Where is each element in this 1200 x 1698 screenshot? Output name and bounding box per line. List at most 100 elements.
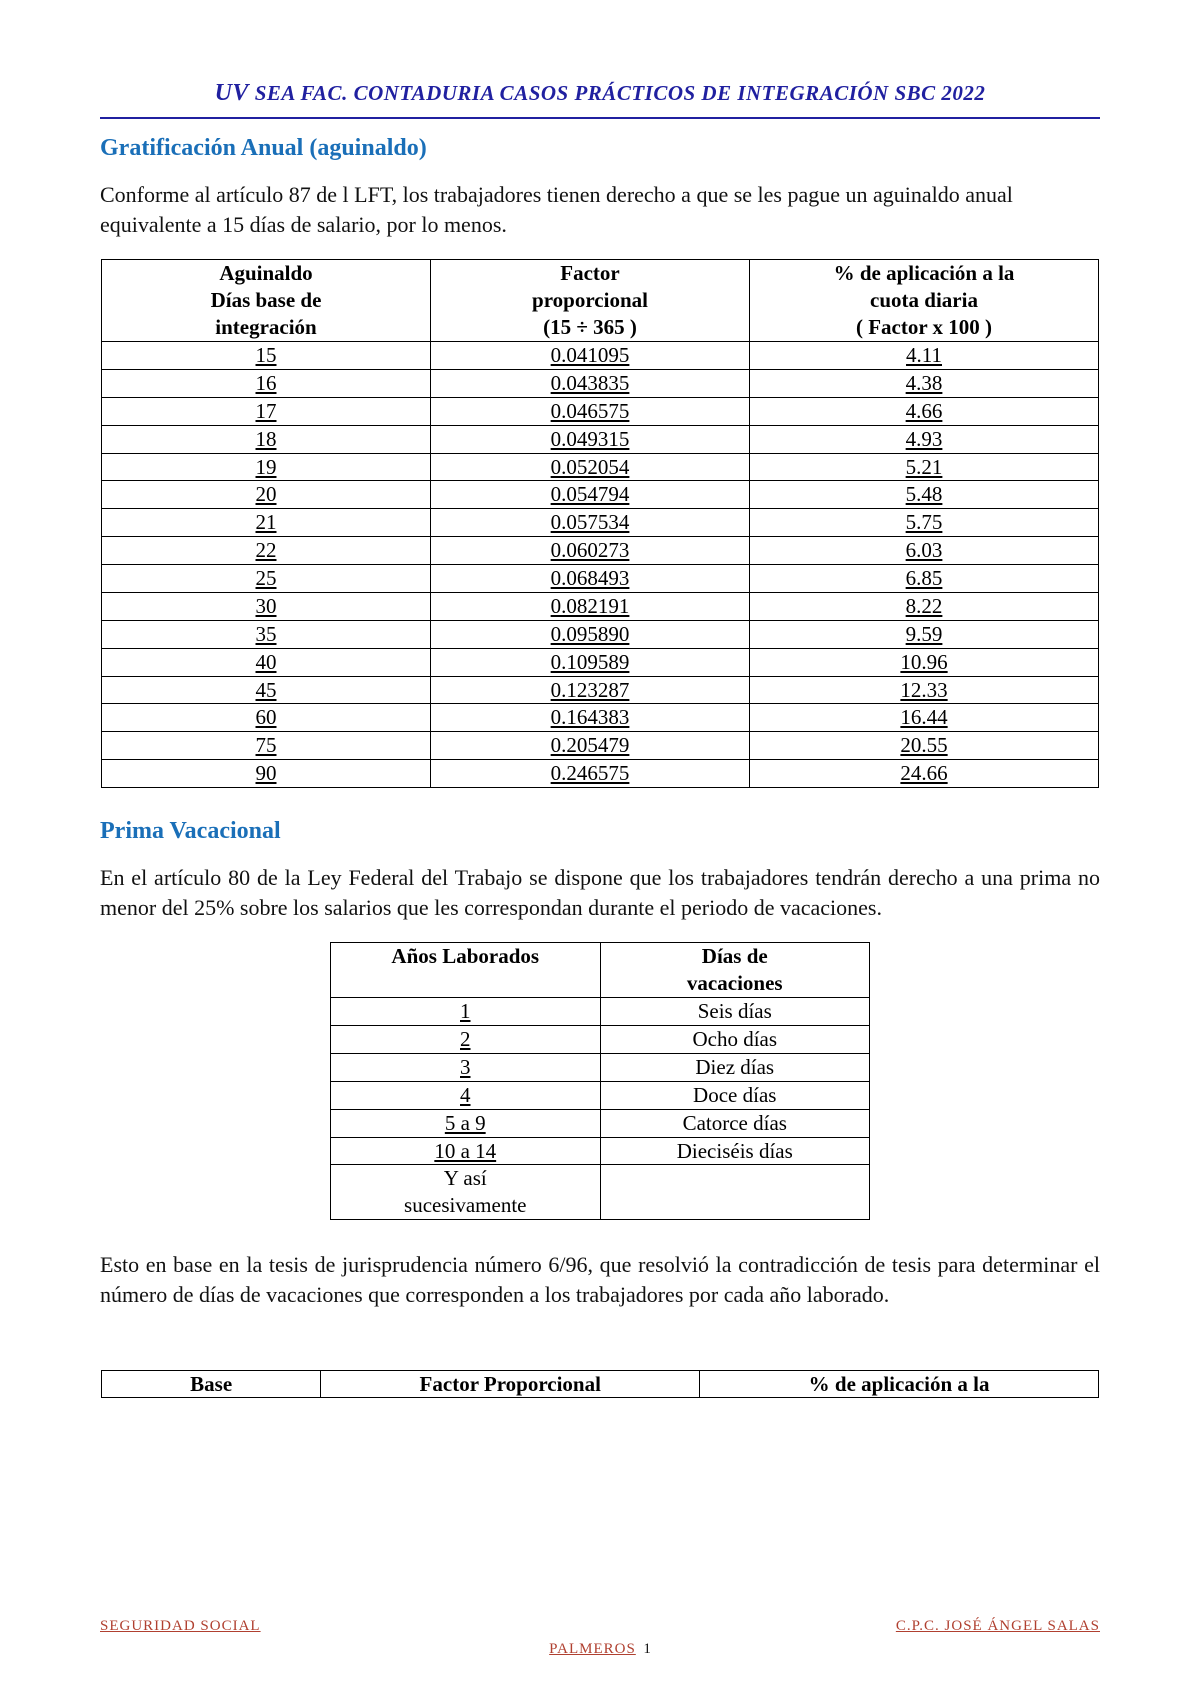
table-cell: 4.66 (750, 397, 1099, 425)
th-text: proporcional (532, 288, 648, 312)
table-row: 600.16438316.44 (102, 704, 1099, 732)
cell-value: 0.046575 (551, 399, 630, 423)
table-cell: 4 (331, 1081, 601, 1109)
cell-value: 5.21 (906, 455, 943, 479)
cell-value: 20.55 (900, 733, 947, 757)
table-row: 90 0.246575 24.66 (102, 760, 1099, 788)
th-text: cuota diaria (870, 288, 978, 312)
table-cell: 6.03 (750, 537, 1099, 565)
cell-value: 0.054794 (551, 482, 630, 506)
cell-value: 0.123287 (551, 678, 630, 702)
table-cell: 10.96 (750, 648, 1099, 676)
table-cell: Catorce días (600, 1109, 870, 1137)
table-row: 75 0.205479 20.55 (102, 732, 1099, 760)
table-row: 17 0.046575 4.66 (102, 397, 1099, 425)
section1-paragraph: Conforme al artículo 87 de l LFT, los tr… (100, 180, 1100, 239)
th-text: integración (215, 315, 316, 339)
table-cell: 4.11 (750, 342, 1099, 370)
cell-value: 16 (256, 371, 277, 395)
table-cell: 20 (102, 481, 431, 509)
table-cell: 0.068493 (431, 565, 750, 593)
table-cell: 5.75 (750, 509, 1099, 537)
table-cell: 20.55 (750, 732, 1099, 760)
table-row: 200.0547945.48 (102, 481, 1099, 509)
cell-value: 16.44 (900, 705, 947, 729)
cell-value: 20 (256, 482, 277, 506)
cell-value: 0.164383 (551, 705, 630, 729)
cell-value: 6.85 (906, 566, 943, 590)
th-text: vacaciones (687, 971, 783, 995)
cell-value: 21 (256, 510, 277, 534)
bottom-table: Base Factor Proporcional % de aplicación… (101, 1370, 1099, 1399)
table-row: 3Diez días (331, 1053, 870, 1081)
th-anos: Años Laborados (331, 943, 601, 998)
cell-value: 0.060273 (551, 538, 630, 562)
table-cell: 15 (102, 342, 431, 370)
table-cell: 24.66 (750, 760, 1099, 788)
spacer (100, 1330, 1100, 1370)
cell-value: 1 (460, 999, 471, 1023)
th-factor-prop: Factor Proporcional (321, 1370, 700, 1398)
cell-value: 15 (256, 343, 277, 367)
cell-value: 17 (256, 399, 277, 423)
table-cell: 40 (102, 648, 431, 676)
table-cell: 0.060273 (431, 537, 750, 565)
table-cell: 2 (331, 1026, 601, 1054)
cell-value: 4.11 (906, 343, 942, 367)
table-row: 5 a 9Catorce días (331, 1109, 870, 1137)
cell-value: 4 (460, 1083, 471, 1107)
table-cell: 22 (102, 537, 431, 565)
table-cell: 0.054794 (431, 481, 750, 509)
table-row: Y asísucesivamente (331, 1165, 870, 1220)
table-cell: 75 (102, 732, 431, 760)
cell-value: 12.33 (900, 678, 947, 702)
section1-title: Gratificación Anual (aguinaldo) (100, 135, 1100, 162)
cell-value: 8.22 (906, 594, 943, 618)
th-aguinaldo: Aguinaldo Días base de integración (102, 260, 431, 342)
table-cell: Diez días (600, 1053, 870, 1081)
th-base: Base (102, 1370, 321, 1398)
aguinaldo-table: Aguinaldo Días base de integración Facto… (101, 259, 1099, 788)
page-number-value: 1 (643, 1641, 651, 1657)
table-cell: 17 (102, 397, 431, 425)
footer-center-name: PALMEROS (549, 1641, 636, 1657)
table-cell: 0.246575 (431, 760, 750, 788)
table-cell: 0.052054 (431, 453, 750, 481)
table-header-row: Base Factor Proporcional % de aplicación… (102, 1370, 1099, 1398)
th-text: (15 ÷ 365 ) (543, 315, 637, 339)
table-cell: 0.123287 (431, 676, 750, 704)
th-text: Factor (560, 261, 619, 285)
cell-value: 40 (256, 650, 277, 674)
table-cell: 0.205479 (431, 732, 750, 760)
table-cell: 16.44 (750, 704, 1099, 732)
section2-paragraph2: Esto en base en la tesis de jurisprudenc… (100, 1250, 1100, 1309)
th-percent: % de aplicación a la cuota diaria ( Fact… (750, 260, 1099, 342)
cell-value: 0.043835 (551, 371, 630, 395)
cell-value: 24.66 (900, 761, 947, 785)
table-cell: 21 (102, 509, 431, 537)
table-cell: Dieciséis días (600, 1137, 870, 1165)
table-cell: 8.22 (750, 592, 1099, 620)
table-cell: Ocho días (600, 1026, 870, 1054)
table-cell: 0.043835 (431, 369, 750, 397)
table-cell (600, 1165, 870, 1220)
table-row: 400.10958910.96 (102, 648, 1099, 676)
cell-value: 90 (256, 761, 277, 785)
table-row: 4Doce días (331, 1081, 870, 1109)
footer-top-line: SEGURIDAD SOCIAL C.P.C. JOSÉ ÁNGEL SALAS (100, 1618, 1100, 1635)
table-cell: 5 a 9 (331, 1109, 601, 1137)
table-cell: 12.33 (750, 676, 1099, 704)
table-header-row: Aguinaldo Días base de integración Facto… (102, 260, 1099, 342)
table-cell: 5.21 (750, 453, 1099, 481)
table-row: 22 0.060273 6.03 (102, 537, 1099, 565)
footer-left: SEGURIDAD SOCIAL (100, 1618, 261, 1635)
table-row: 160.0438354.38 (102, 369, 1099, 397)
th-text: Días de (702, 944, 768, 968)
table-row: 2Ocho días (331, 1026, 870, 1054)
th-dias: Días de vacaciones (600, 943, 870, 998)
table-row: 350.0958909.59 (102, 620, 1099, 648)
cell-value: 0.205479 (551, 733, 630, 757)
table-cell: 35 (102, 620, 431, 648)
cell-value: 10 a 14 (434, 1139, 496, 1163)
table-cell: 0.049315 (431, 425, 750, 453)
